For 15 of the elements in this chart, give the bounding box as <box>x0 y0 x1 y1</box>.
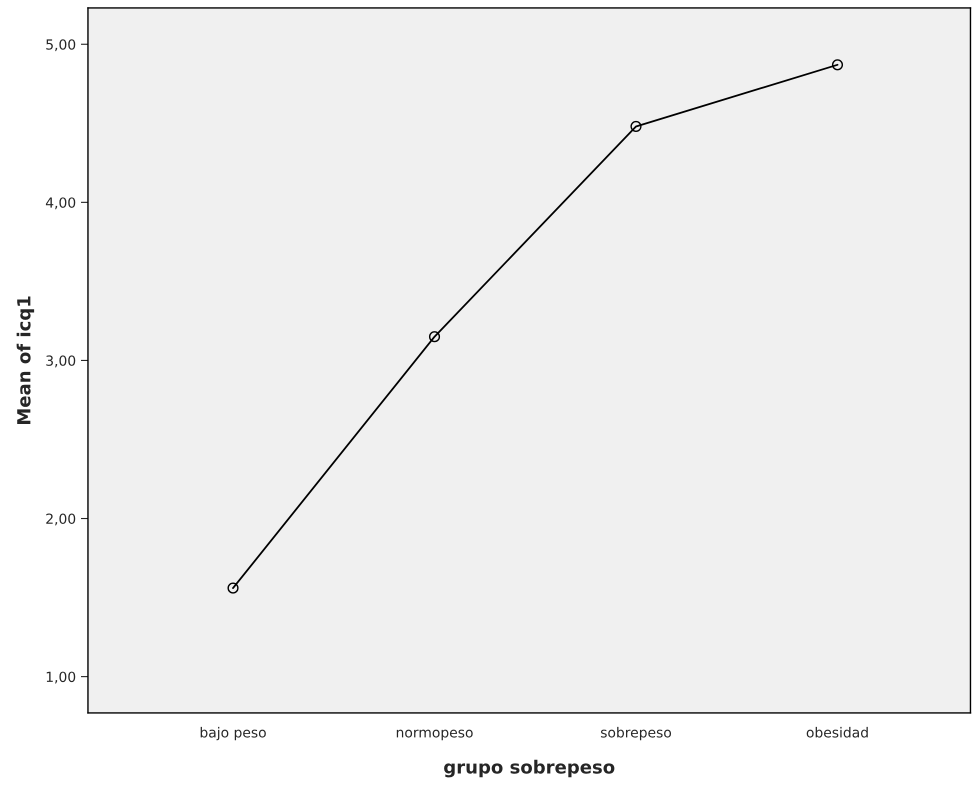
y-tick-label: 5,00 <box>46 39 76 52</box>
y-tick-label: 2,00 <box>46 513 76 526</box>
point <box>428 331 440 342</box>
x-axis-title: grupo sobrepeso <box>444 760 614 778</box>
point <box>832 59 844 70</box>
x-tick-label: obesidad <box>806 726 868 738</box>
x-tick-label: normopeso <box>396 730 473 740</box>
x-tick-label: bajo peso <box>200 726 266 740</box>
point <box>227 582 239 594</box>
y-tick-label: 4,00 <box>46 197 76 210</box>
y-tick-label: 3,00 <box>46 355 76 368</box>
x-tick-label: sobrepeso <box>600 726 672 740</box>
y-axis-title: Mean of icq1 <box>16 296 34 424</box>
point <box>630 120 642 132</box>
y-tick-label: 1,00 <box>46 672 76 684</box>
